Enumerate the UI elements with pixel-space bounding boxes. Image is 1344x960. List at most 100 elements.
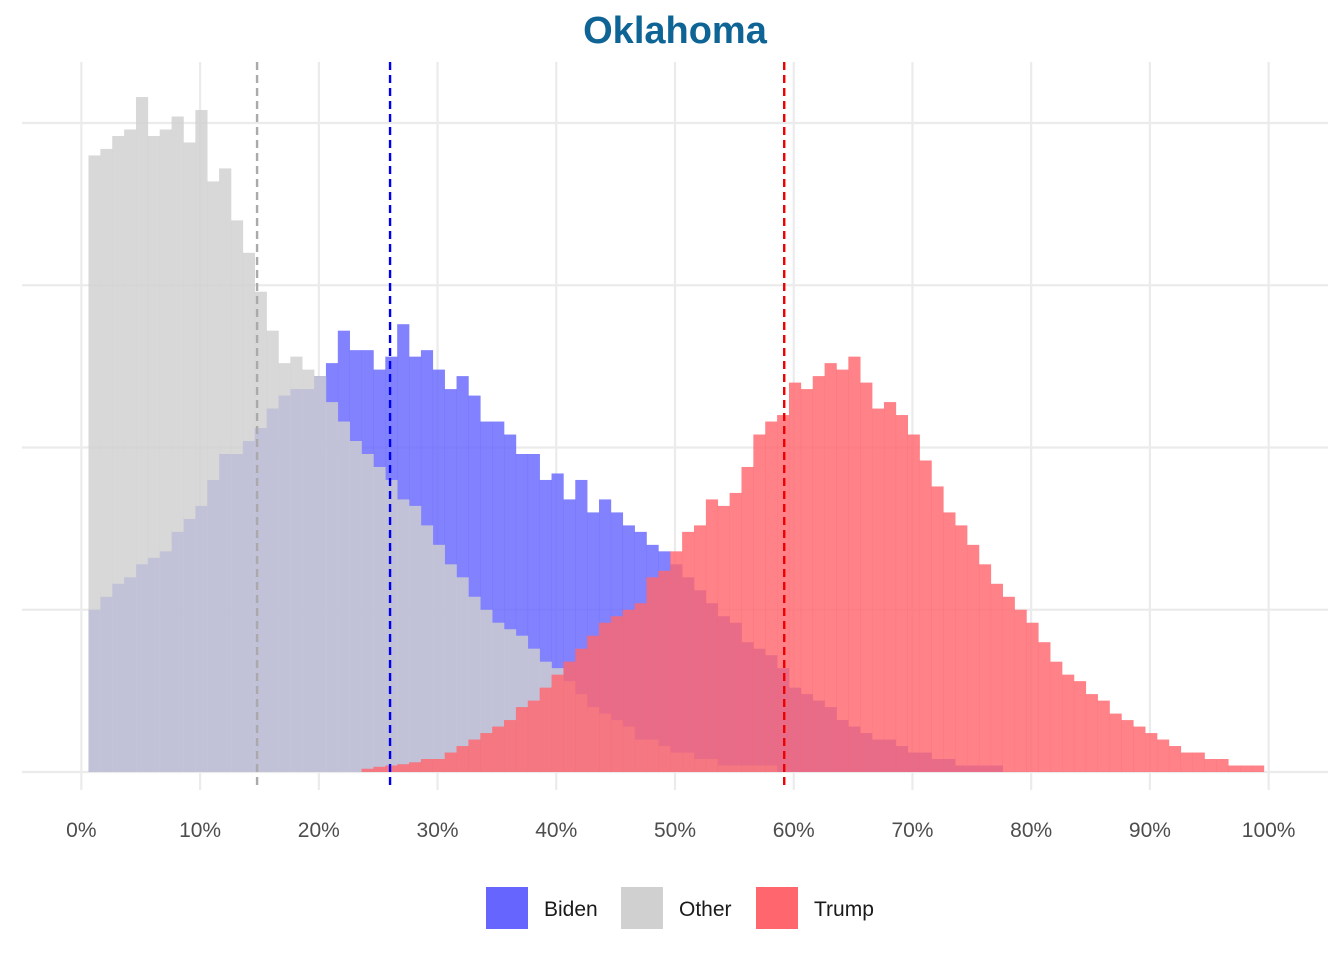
trump-bar-44: [883, 402, 897, 772]
trump-bar-7: [444, 752, 457, 772]
trump-bar-62: [1097, 700, 1110, 772]
legend-label-other: Other: [679, 898, 732, 921]
trump-bar-38: [812, 376, 825, 772]
trump-bar-34: [765, 421, 778, 772]
trump-bar-20: [599, 622, 612, 772]
other-bar-0: [88, 155, 101, 772]
other-bar-33: [480, 609, 493, 772]
trump-bar-14: [527, 700, 540, 772]
mean-lines: [255, 62, 786, 790]
trump-bar-10: [480, 733, 493, 772]
other-bar-9: [195, 110, 208, 772]
trump-bar-23: [634, 603, 647, 772]
series-trump: [361, 356, 1265, 772]
other-bar-8: [183, 142, 196, 773]
trump-bar-33: [753, 434, 766, 772]
trump-bar-51: [967, 544, 980, 772]
trump-bar-31: [729, 492, 742, 772]
trump-bar-49: [943, 512, 956, 772]
other-bar-32: [468, 596, 481, 772]
other-bar-1: [100, 148, 113, 772]
other-bar-13: [242, 252, 255, 773]
trump-bar-61: [1085, 694, 1098, 772]
trump-bar-54: [1002, 596, 1015, 772]
other-bar-12: [230, 220, 244, 773]
trump-bar-29: [705, 499, 719, 772]
trump-bar-57: [1038, 642, 1051, 772]
legend-key-biden: [486, 887, 528, 929]
trump-bar-19: [587, 635, 600, 772]
x-tick-label-60%: 60%: [773, 819, 815, 842]
trump-bar-5: [420, 759, 434, 772]
trump-bar-53: [990, 583, 1003, 772]
legend: Biden Other Trump: [486, 887, 874, 929]
trump-bar-21: [610, 616, 624, 772]
trump-bar-24: [646, 577, 659, 772]
other-bar-19: [314, 376, 327, 772]
trump-bar-25: [658, 570, 671, 772]
trump-bar-42: [860, 382, 873, 772]
trump-bar-56: [1026, 622, 1039, 772]
chart-title: Oklahoma: [583, 10, 768, 52]
trump-bar-39: [824, 363, 837, 772]
legend-label-biden: Biden: [544, 898, 598, 921]
trump-bar-18: [575, 648, 588, 772]
other-bar-24: [373, 466, 386, 772]
trump-bar-4: [409, 762, 422, 772]
trump-bar-1: [373, 766, 386, 772]
trump-bar-40: [836, 369, 849, 772]
x-tick-label-30%: 30%: [417, 819, 459, 842]
trump-bar-17: [563, 661, 576, 772]
trump-bar-75: [1252, 765, 1265, 772]
trump-bar-46: [907, 434, 920, 772]
x-tick-label-70%: 70%: [891, 819, 933, 842]
trump-bar-71: [1204, 759, 1217, 772]
trump-bar-9: [468, 739, 481, 772]
trump-bar-58: [1050, 661, 1063, 772]
x-tick-label-90%: 90%: [1129, 819, 1171, 842]
trump-bar-15: [539, 687, 552, 772]
trump-bar-67: [1157, 739, 1170, 772]
trump-bar-28: [694, 525, 707, 772]
trump-bar-16: [551, 674, 564, 772]
other-bar-26: [397, 499, 410, 772]
trump-bar-12: [504, 720, 517, 772]
trump-bar-48: [931, 486, 944, 772]
trump-bar-8: [456, 746, 469, 772]
other-bar-2: [112, 135, 125, 773]
other-bar-28: [420, 525, 434, 772]
other-bar-25: [385, 479, 398, 772]
other-bar-15: [266, 330, 279, 772]
trump-bar-69: [1180, 752, 1193, 772]
trump-bar-47: [919, 460, 932, 772]
other-bar-7: [171, 116, 184, 772]
trump-bar-13: [515, 707, 529, 772]
trump-bar-27: [682, 531, 695, 772]
trump-bar-6: [432, 759, 445, 772]
other-bar-21: [337, 421, 350, 772]
trump-bar-3: [397, 764, 410, 772]
other-bar-22: [349, 441, 362, 772]
x-tick-label-100%: 100%: [1242, 819, 1296, 842]
x-tick-label-40%: 40%: [535, 819, 577, 842]
other-bar-29: [432, 544, 445, 772]
other-bar-5: [147, 135, 161, 773]
x-axis-tick-labels: 0% 10% 20% 30% 40% 50% 60% 70% 80% 90% 100%: [66, 819, 1295, 842]
x-tick-label-80%: 80%: [1010, 819, 1052, 842]
other-bar-18: [302, 369, 315, 772]
trump-bar-26: [670, 551, 683, 772]
trump-bar-73: [1228, 765, 1241, 772]
other-bar-20: [325, 402, 339, 772]
other-bar-10: [207, 181, 220, 772]
trump-bar-11: [492, 726, 505, 772]
trump-bar-35: [777, 415, 790, 772]
other-bar-11: [219, 168, 232, 772]
trump-bar-63: [1109, 713, 1122, 772]
trump-bar-60: [1073, 681, 1087, 772]
trump-bar-52: [978, 564, 992, 772]
trump-bar-55: [1014, 609, 1027, 772]
trump-bar-43: [872, 408, 885, 772]
legend-key-other: [621, 887, 663, 929]
trump-bar-45: [895, 415, 908, 772]
